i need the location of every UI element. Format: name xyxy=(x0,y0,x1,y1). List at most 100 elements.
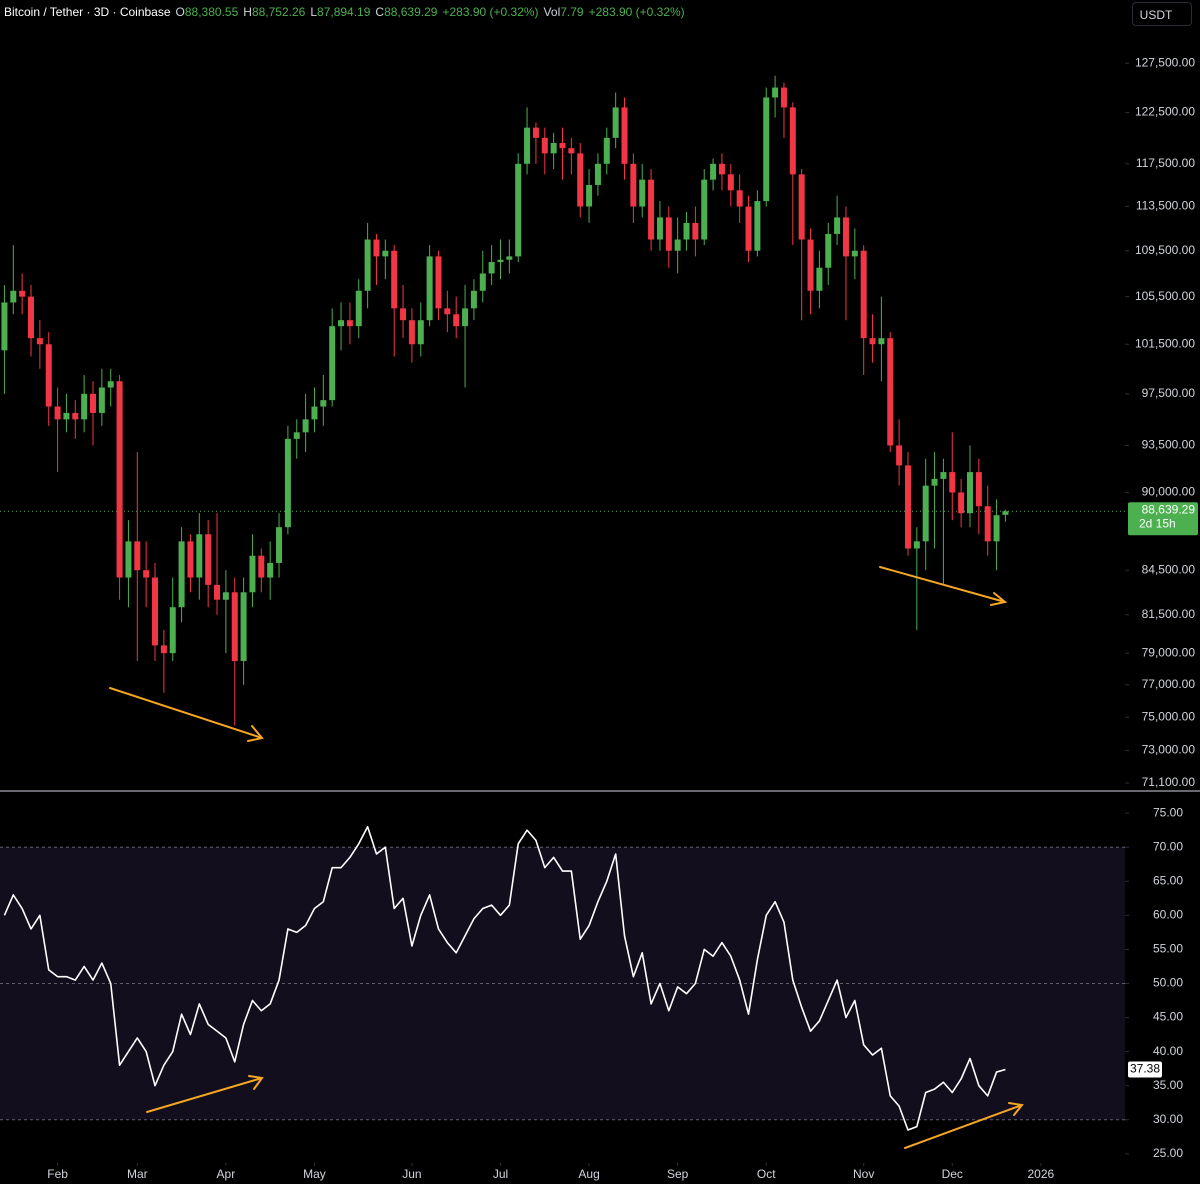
candle-body xyxy=(869,338,876,345)
y-tick-label: 25.00 xyxy=(1153,1146,1183,1160)
candle-body xyxy=(54,406,61,420)
candle-body xyxy=(532,127,539,138)
candle-body xyxy=(940,472,947,479)
candle-body xyxy=(417,320,424,345)
candle-body xyxy=(152,577,159,646)
x-tick-label: Jun xyxy=(402,1167,421,1181)
candle-body xyxy=(656,217,663,240)
x-tick-label: Feb xyxy=(47,1167,68,1181)
candle-body xyxy=(214,584,221,600)
y-tick-label: 90,000.00 xyxy=(1142,485,1196,499)
candle-body xyxy=(834,217,841,234)
candle-body xyxy=(710,163,717,180)
y-tick-label: 50.00 xyxy=(1153,976,1183,990)
header-item: 88,380.55 xyxy=(184,5,239,19)
x-tick-label: Aug xyxy=(578,1167,599,1181)
candle-body xyxy=(205,534,212,585)
candle-body xyxy=(701,179,708,240)
y-tick-label: 122,500.00 xyxy=(1135,105,1195,119)
candle-body xyxy=(28,296,35,339)
x-tick-label: Dec xyxy=(942,1167,963,1181)
candle-body xyxy=(125,541,132,578)
candle-body xyxy=(435,256,442,309)
candle-body xyxy=(763,97,770,202)
y-tick-label: 117,500.00 xyxy=(1136,156,1195,170)
candle-body xyxy=(453,314,460,327)
candle-body xyxy=(338,320,345,327)
y-tick-label: 65.00 xyxy=(1153,873,1183,887)
candle-body xyxy=(479,273,486,291)
header-item: L xyxy=(310,5,318,19)
header-item: +283.90 (+0.32%) xyxy=(588,5,685,19)
y-tick-label: 60.00 xyxy=(1153,908,1183,922)
y-tick-label: 84,500.00 xyxy=(1142,562,1196,576)
currency-button[interactable]: USDT xyxy=(1132,2,1192,26)
candle-body xyxy=(196,534,203,578)
candle-body xyxy=(887,338,894,446)
candle-body xyxy=(63,412,70,420)
candle-body xyxy=(550,143,557,154)
divergence-arrow xyxy=(109,687,264,742)
candle-body xyxy=(922,485,929,542)
candle-body xyxy=(391,250,398,309)
candle-body xyxy=(116,381,123,578)
candle-body xyxy=(745,206,752,251)
candle-body xyxy=(45,344,52,407)
header-item: Vol xyxy=(543,5,561,19)
candle-body xyxy=(931,478,938,486)
candle-body xyxy=(896,445,903,466)
candle-body xyxy=(346,320,353,327)
candle-body xyxy=(878,338,885,345)
y-tick-label: 77,000.00 xyxy=(1142,677,1196,691)
header-item: O xyxy=(175,5,185,19)
candle-body xyxy=(648,179,655,240)
candle-body xyxy=(470,290,477,309)
candle-body xyxy=(825,233,832,268)
y-tick-label: 101,500.00 xyxy=(1135,336,1195,350)
candle-body xyxy=(373,239,380,257)
candle-body xyxy=(789,107,796,175)
header-item: 88,639.29 xyxy=(384,5,438,19)
candle-body xyxy=(621,107,628,164)
candle-body xyxy=(506,256,513,260)
candle-body xyxy=(10,290,17,303)
divergence-arrow xyxy=(904,1102,1024,1149)
candle-body xyxy=(187,541,194,578)
candle-body xyxy=(904,465,911,549)
candle-body xyxy=(674,239,681,251)
candle-body xyxy=(993,515,1000,542)
candle-body xyxy=(81,393,88,420)
y-tick-label: 79,000.00 xyxy=(1142,645,1196,659)
candle-body xyxy=(984,506,991,542)
y-tick-label: 127,500.00 xyxy=(1135,55,1195,69)
candle-body xyxy=(949,472,956,493)
candle-body xyxy=(364,239,371,291)
candle-body xyxy=(1,302,8,351)
candle-body xyxy=(488,262,495,274)
candle-body xyxy=(160,645,167,654)
x-tick-label: 2026 xyxy=(1027,1167,1054,1181)
candle-body xyxy=(541,137,548,154)
candle-body xyxy=(258,555,265,578)
candle-body xyxy=(355,290,362,327)
y-tick-label: 73,000.00 xyxy=(1142,743,1196,757)
candle-body xyxy=(276,527,283,563)
candle-body xyxy=(302,419,309,433)
candle-body xyxy=(240,592,247,661)
candle-body xyxy=(577,153,584,207)
candle-body xyxy=(19,290,26,297)
y-tick-label: 97,500.00 xyxy=(1142,386,1196,400)
candle-body xyxy=(293,432,300,439)
candle-body xyxy=(169,607,176,654)
candle-body xyxy=(798,174,805,240)
price-tag-label: 88,639.29 xyxy=(1142,502,1196,516)
candle-body xyxy=(612,107,619,138)
candle-body xyxy=(320,400,327,407)
annotations xyxy=(109,566,1024,1149)
header-item: H xyxy=(243,5,252,19)
candle-body xyxy=(630,163,637,207)
candle-body xyxy=(382,250,389,257)
candle-body xyxy=(329,326,336,401)
candle-body xyxy=(586,184,593,207)
